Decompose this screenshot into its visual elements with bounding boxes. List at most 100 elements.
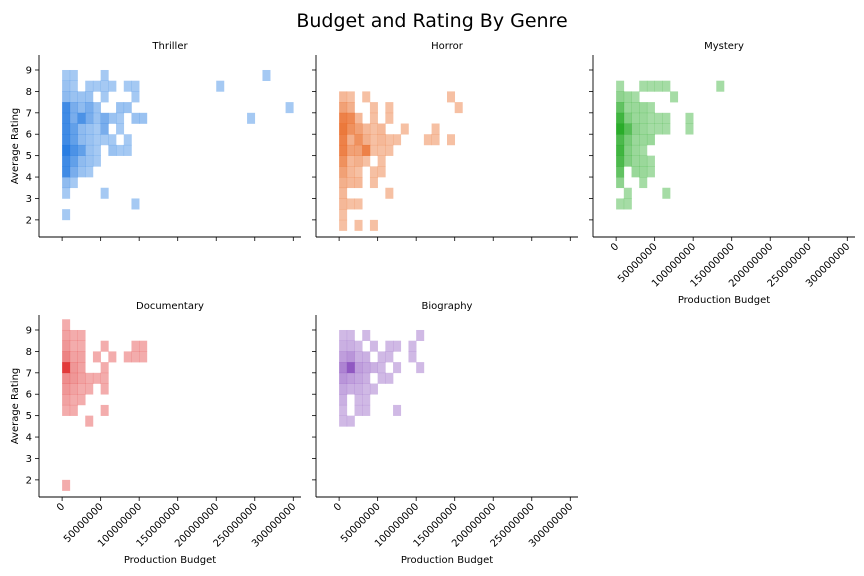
histogram-cell [354,394,363,406]
histogram-cell [69,102,78,114]
x-tick-label: 0 [609,241,621,253]
histogram-cell [85,134,94,146]
histogram-cell [354,404,363,416]
histogram-cell [646,112,655,124]
histogram-cell [339,209,348,221]
histogram-cell [108,134,117,146]
histogram-cell [354,219,363,231]
histogram-cell [662,123,671,135]
histogram-cell [77,91,86,103]
histogram-cell [646,123,655,135]
histogram-cell [131,351,140,363]
histogram-cell [685,112,694,124]
x-tick-label: 0 [55,501,67,513]
histogram-cell [362,372,371,384]
histogram-cell [631,123,640,135]
histogram-cell [62,112,71,124]
histogram-cell [631,134,640,146]
histogram-cell [131,112,140,124]
histogram-cell [362,123,371,135]
histogram-cell [85,144,94,156]
histogram-cell [362,134,371,146]
panel-title-horror: Horror [431,41,464,52]
facet-grid: Thriller 2 3 4 5 6 7 8 9 Average Rating Horror Myst… [10,41,855,566]
histogram-cell [369,134,378,146]
histogram-cell [139,112,148,124]
histogram-cell [354,134,363,146]
histogram-cell [339,219,348,231]
histogram-cell [62,383,71,395]
histogram-cell [623,134,632,146]
histogram-cell [616,112,625,124]
histogram-cell [369,144,378,156]
histogram-cell [362,144,371,156]
histogram-cell [646,155,655,167]
histogram-cell [100,340,109,352]
histogram-cell [423,134,432,146]
histogram-cell [631,102,640,114]
histogram-cell [369,340,378,352]
histogram-cell [400,123,409,135]
histogram-cell [131,198,140,210]
histogram-cell [670,91,679,103]
histogram-cell [377,134,386,146]
histogram-cell [408,340,417,352]
histogram-cell [62,166,71,178]
histogram-cell [354,351,363,363]
histogram-cell [346,112,355,124]
y-tick-label: 9 [26,65,32,76]
histogram-cell [92,80,101,92]
histogram-cell [85,102,94,114]
histogram-cell [92,144,101,156]
histogram-cell [77,329,86,341]
histogram-cell [116,144,125,156]
histogram-cell [108,112,117,124]
histogram-cell [123,102,132,114]
histogram-cell [62,155,71,167]
histogram-cell [131,80,140,92]
histogram-cell [346,351,355,363]
histogram-cell [69,134,78,146]
histogram-cell [85,166,94,178]
histogram-cell [123,144,132,156]
histogram-cell [354,177,363,189]
histogram-cell [339,351,348,363]
histogram-cell [339,383,348,395]
histogram-cell [616,198,625,210]
histogram-cell [454,102,463,114]
histogram-cell [116,112,125,124]
x-axis-label: Production Budget [401,555,493,566]
histogram-cell [69,340,78,352]
histogram-cell [654,112,663,124]
histogram-cell [639,102,648,114]
histogram-cell [62,80,71,92]
histogram-cell [616,177,625,189]
histogram-cell [654,80,663,92]
histogram-cell [354,383,363,395]
histogram-cell [339,372,348,384]
histogram-cell [639,166,648,178]
histogram-cell [662,187,671,199]
histogram-cell [62,144,71,156]
histogram-cell [108,144,117,156]
histogram-cell [623,102,632,114]
histogram-cell [354,372,363,384]
histogram-cell [69,383,78,395]
histogram-cell [77,123,86,135]
histogram-cell [62,340,71,352]
histogram-cell [339,404,348,416]
histogram-cell [262,69,271,81]
x-tick-label: 0 [332,501,344,513]
histogram-cell [339,144,348,156]
histogram-cell [616,80,625,92]
histogram-cell [369,383,378,395]
histogram-cell [623,198,632,210]
histogram-cell [69,404,78,416]
histogram-cell [123,80,132,92]
histogram-cell [62,479,71,491]
histogram-cell [100,372,109,384]
histogram-cell [62,351,71,363]
histogram-cell [631,144,640,156]
histogram-cell [362,394,371,406]
